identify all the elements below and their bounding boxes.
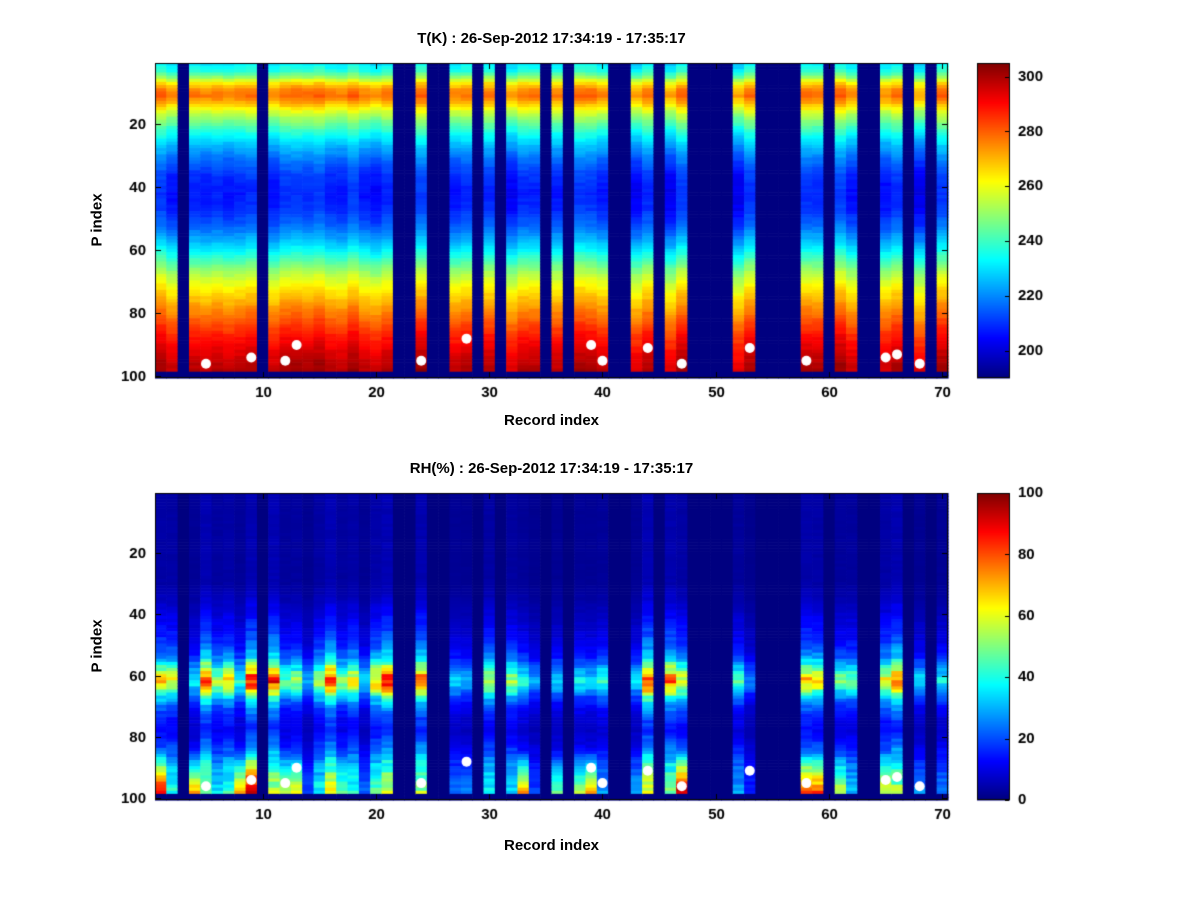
humidity-x-axis-label: Record index (503, 837, 600, 854)
temperature-y-axis-label: P index (88, 193, 106, 247)
temperature-x-axis-label: Record index (503, 412, 600, 429)
humidity-plot-title: RH(%) : 26-Sep-2012 17:34:19 - 17:35:17 (409, 460, 694, 477)
humidity-y-axis-label: P index (88, 619, 106, 673)
temperature-plot-title: T(K) : 26-Sep-2012 17:34:19 - 17:35:17 (417, 30, 686, 47)
